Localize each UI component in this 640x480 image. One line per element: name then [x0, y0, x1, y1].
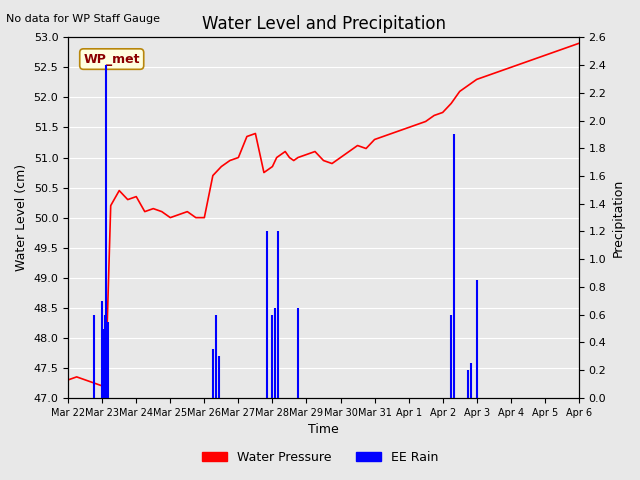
Text: No data for WP Staff Gauge: No data for WP Staff Gauge — [6, 14, 161, 24]
X-axis label: Time: Time — [308, 423, 339, 436]
Title: Water Level and Precipitation: Water Level and Precipitation — [202, 15, 445, 33]
Text: WP_met: WP_met — [83, 53, 140, 66]
Y-axis label: Water Level (cm): Water Level (cm) — [15, 164, 28, 271]
Y-axis label: Precipitation: Precipitation — [612, 179, 625, 257]
Legend: Water Pressure, EE Rain: Water Pressure, EE Rain — [196, 446, 444, 469]
